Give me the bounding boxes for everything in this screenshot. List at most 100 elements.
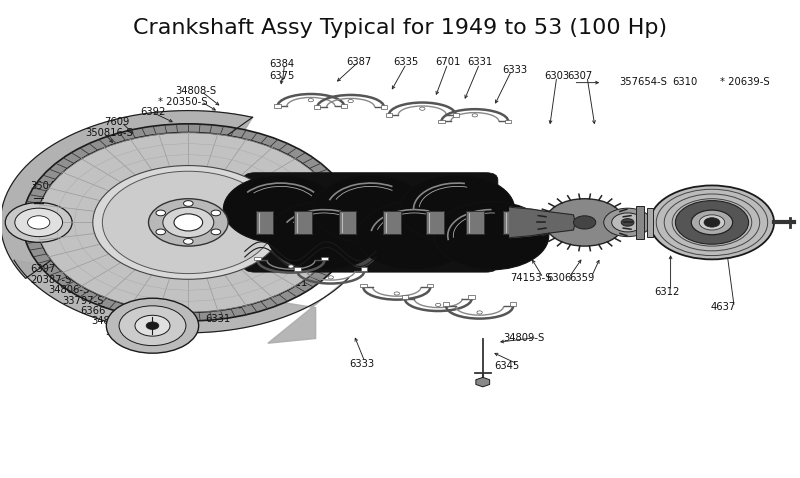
- Text: * 20350-S: * 20350-S: [158, 97, 207, 107]
- Circle shape: [37, 132, 339, 313]
- Text: 350433-S: 350433-S: [30, 181, 78, 191]
- Text: 6333: 6333: [350, 359, 374, 369]
- Bar: [341, 104, 347, 108]
- Polygon shape: [1, 110, 253, 278]
- Text: 7609: 7609: [104, 118, 130, 128]
- Circle shape: [574, 216, 596, 229]
- Text: * 20639-S: * 20639-S: [720, 76, 770, 87]
- Circle shape: [146, 322, 159, 329]
- Bar: [322, 257, 327, 261]
- Bar: [274, 104, 281, 108]
- Bar: [502, 211, 520, 234]
- Circle shape: [622, 218, 634, 226]
- Text: 33797-S: 33797-S: [62, 295, 104, 305]
- Text: 6359: 6359: [569, 273, 594, 283]
- Text: 6397: 6397: [30, 264, 56, 274]
- Circle shape: [477, 311, 482, 314]
- Circle shape: [308, 98, 314, 102]
- Circle shape: [102, 171, 274, 273]
- Polygon shape: [510, 207, 575, 238]
- Circle shape: [22, 124, 354, 321]
- Polygon shape: [14, 260, 349, 343]
- Circle shape: [15, 208, 62, 237]
- Bar: [469, 295, 475, 299]
- Text: 6701: 6701: [435, 57, 461, 67]
- Bar: [505, 120, 511, 123]
- Text: 6331: 6331: [467, 57, 492, 67]
- Circle shape: [183, 239, 193, 244]
- Bar: [427, 283, 434, 287]
- Circle shape: [650, 185, 774, 260]
- Bar: [402, 295, 408, 299]
- Text: 6701: 6701: [205, 302, 230, 312]
- Bar: [646, 208, 653, 237]
- Text: 20387-S: 20387-S: [30, 275, 72, 285]
- Circle shape: [149, 199, 228, 246]
- Circle shape: [434, 202, 549, 270]
- Text: 6375: 6375: [270, 72, 295, 81]
- Circle shape: [183, 201, 193, 206]
- Circle shape: [156, 210, 166, 216]
- Circle shape: [106, 298, 198, 353]
- Circle shape: [328, 276, 334, 279]
- Circle shape: [6, 203, 72, 242]
- Text: 6333: 6333: [502, 65, 527, 75]
- Circle shape: [211, 229, 221, 235]
- Text: 6307: 6307: [567, 71, 593, 81]
- Text: 6411: 6411: [282, 278, 308, 288]
- Circle shape: [545, 199, 625, 246]
- Text: 6366: 6366: [80, 306, 106, 316]
- Text: 357654-S: 357654-S: [619, 76, 667, 87]
- Bar: [383, 211, 401, 234]
- Circle shape: [394, 292, 399, 295]
- Text: 34806-S: 34806-S: [91, 316, 133, 326]
- Bar: [510, 303, 516, 306]
- Circle shape: [156, 229, 166, 235]
- Circle shape: [612, 213, 643, 232]
- Bar: [338, 211, 356, 234]
- Bar: [256, 211, 274, 234]
- Bar: [314, 105, 321, 109]
- Circle shape: [267, 202, 382, 270]
- Bar: [438, 120, 445, 123]
- Text: 34806-S: 34806-S: [48, 285, 90, 295]
- Circle shape: [348, 99, 354, 103]
- Circle shape: [174, 214, 202, 231]
- Circle shape: [135, 315, 170, 336]
- Text: Crankshaft Assy Typical for 1949 to 53 (100 Hp): Crankshaft Assy Typical for 1949 to 53 (…: [133, 18, 667, 38]
- Text: 34809-S: 34809-S: [503, 333, 545, 343]
- Text: 6303: 6303: [544, 71, 570, 81]
- Text: 6392: 6392: [141, 107, 166, 117]
- Bar: [294, 267, 301, 271]
- Circle shape: [211, 210, 221, 216]
- Circle shape: [604, 208, 651, 237]
- Text: 6335: 6335: [394, 57, 419, 67]
- Circle shape: [357, 202, 472, 270]
- Circle shape: [93, 165, 284, 279]
- FancyBboxPatch shape: [243, 173, 498, 272]
- Circle shape: [675, 201, 749, 244]
- Text: 6387: 6387: [346, 57, 371, 67]
- Circle shape: [691, 210, 733, 235]
- Circle shape: [223, 175, 338, 243]
- Bar: [254, 257, 261, 261]
- Circle shape: [472, 114, 478, 117]
- Text: 6310: 6310: [672, 76, 698, 87]
- Text: 4637: 4637: [710, 302, 736, 312]
- Circle shape: [699, 215, 725, 230]
- Circle shape: [435, 303, 441, 306]
- Text: 34808-S: 34808-S: [175, 86, 217, 96]
- Circle shape: [314, 175, 428, 243]
- Text: 6306: 6306: [546, 273, 572, 283]
- Bar: [381, 105, 387, 109]
- Circle shape: [119, 306, 186, 346]
- Circle shape: [420, 107, 425, 110]
- Text: 350816-S: 350816-S: [86, 128, 134, 138]
- Circle shape: [400, 175, 514, 243]
- Circle shape: [288, 265, 294, 268]
- Text: 6331: 6331: [205, 314, 230, 324]
- Bar: [361, 267, 367, 271]
- Text: 6312: 6312: [654, 287, 680, 297]
- Text: 6345: 6345: [494, 361, 519, 371]
- Circle shape: [704, 217, 720, 227]
